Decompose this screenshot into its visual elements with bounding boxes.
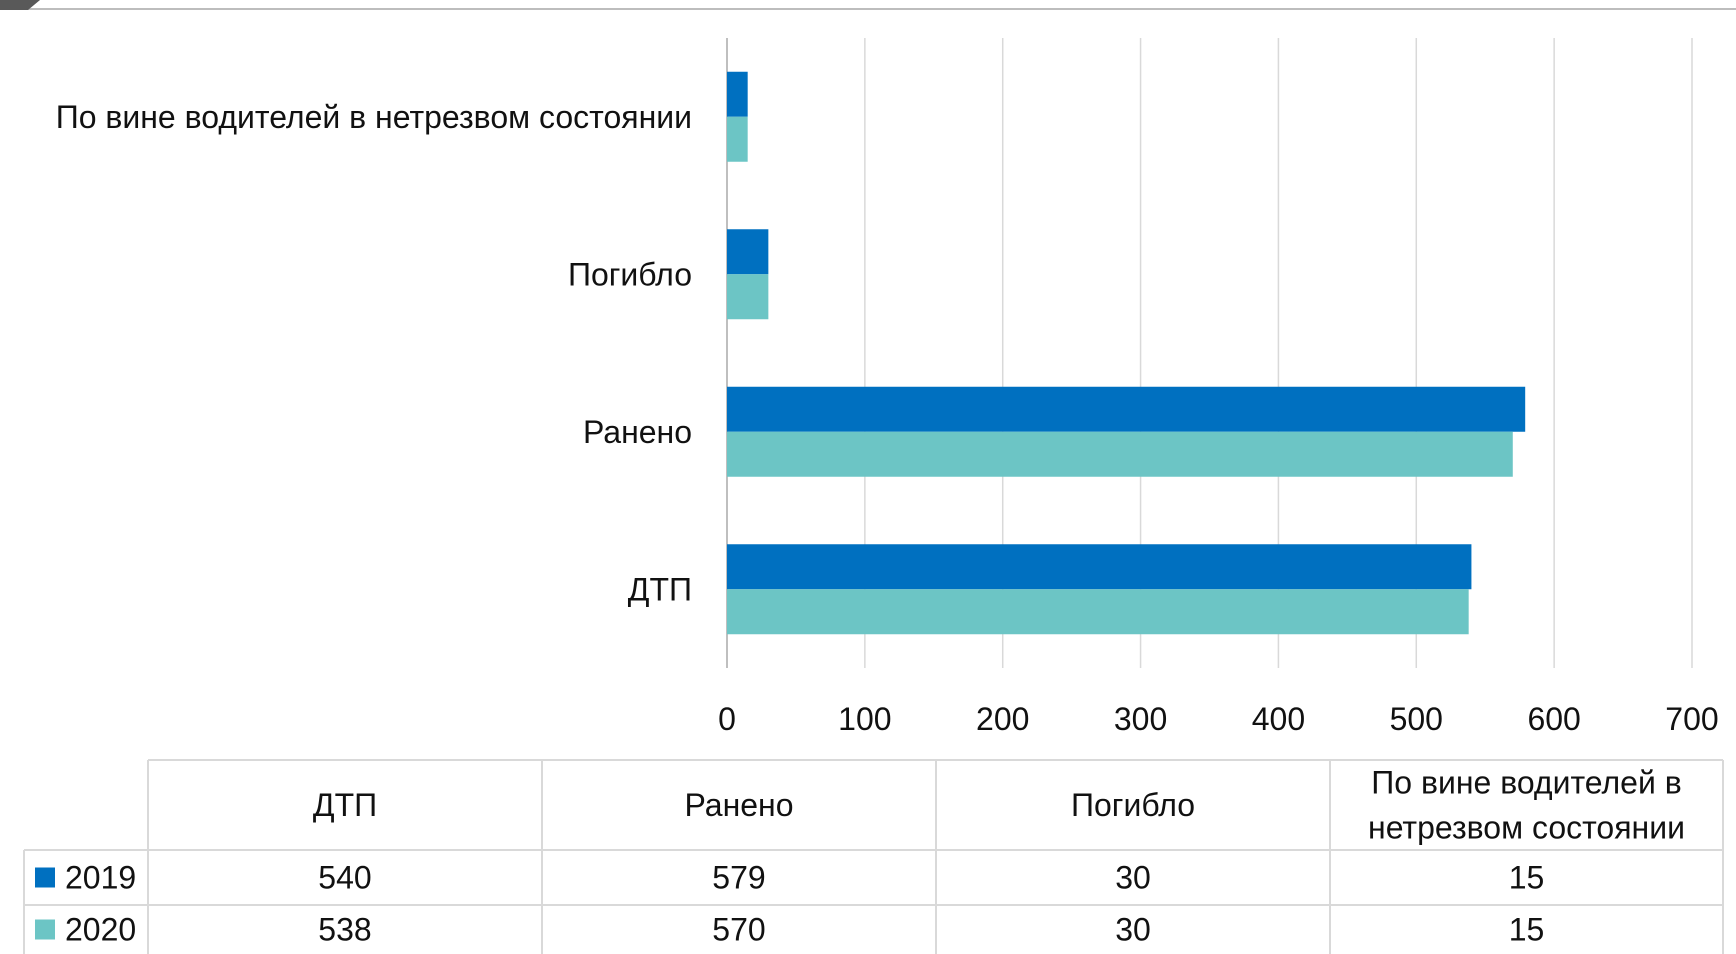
bar-2020-1 [727,431,1513,477]
bar-2019-0 [727,544,1472,590]
x-tick-label-100: 100 [838,701,891,737]
table-cell-2020-0: 538 [318,912,371,948]
table-cell-2019-3: 15 [1509,860,1545,896]
table-header-line: нетрезвом состоянии [1368,810,1685,846]
bar-2019-1 [727,386,1526,432]
table-header-2: Погибло [1071,787,1195,823]
x-tick-label-200: 200 [976,701,1029,737]
x-tick-label-600: 600 [1527,701,1580,737]
table-cell-2019-0: 540 [318,860,371,896]
legend-label-2020: 2020 [65,912,136,948]
table-header-line: ДТП [313,787,377,823]
x-tick-label-500: 500 [1390,701,1443,737]
corner-tab [0,0,40,10]
x-tick-label-0: 0 [718,701,736,737]
category-label-0: ДТП [628,571,692,607]
x-tick-label-300: 300 [1114,701,1167,737]
table-header-line: По вине водителей в [1371,765,1681,801]
x-tick-label-700: 700 [1665,701,1718,737]
bar-2019-3 [727,71,748,117]
table-header-3: По вине водителей в нетрезвом состоянии [1368,765,1685,846]
table-header-1: Ранено [684,787,793,823]
table-cell-2019-1: 579 [712,860,765,896]
data-table: ДТП Ранено Погибло По вине водителей в нетре… [23,759,1724,954]
legend-label-2019: 2019 [65,860,136,896]
table-header-line: Погибло [1071,787,1195,823]
category-label-2: Погибло [568,256,692,292]
table-cell-2020-1: 570 [712,912,765,948]
top-rule [0,8,1736,10]
table-cell-2020-2: 30 [1115,912,1151,948]
x-tick-label-400: 400 [1252,701,1305,737]
category-label-1: Ранено [583,414,692,450]
bar-2020-3 [727,116,748,162]
table-cell-2020-3: 15 [1509,912,1545,948]
bar-2020-2 [727,274,769,320]
bar-2019-2 [727,229,769,275]
table-header-0: ДТП [313,787,377,823]
legend-swatch-2020 [35,919,55,940]
table-header-line: Ранено [684,787,793,823]
legend-swatch-2019 [35,867,55,888]
table-cell-2019-2: 30 [1115,860,1151,896]
bar-2020-0 [727,589,1469,635]
category-label-3: По вине водителей в нетрезвом состоянии [56,99,692,135]
